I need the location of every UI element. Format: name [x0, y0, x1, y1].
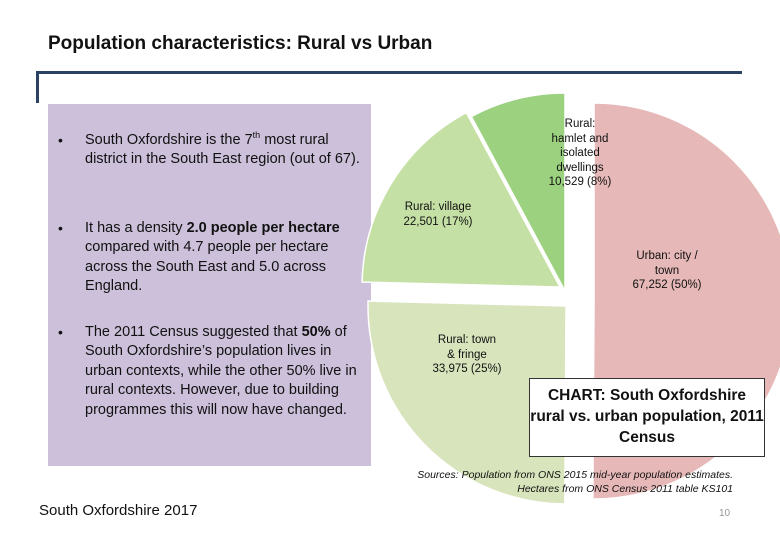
- slice-label-rural-hamlet: Rural: hamlet and isolated dwellings 10,529 …: [535, 117, 625, 190]
- footer-text: South Oxfordshire 2017: [39, 502, 198, 519]
- bullet-panel: [48, 104, 371, 466]
- bullet-bold: 2.0 people per hectare: [186, 220, 340, 236]
- pie-slice-rural-hamlet: [470, 92, 566, 292]
- slice-label-line: & fringe: [447, 348, 487, 361]
- bullet-rural-rank: South Oxfordshire is the 7th most rural …: [85, 131, 367, 170]
- slice-label-line: Urban: city /: [636, 250, 698, 262]
- slice-label-line: isolated: [560, 147, 600, 159]
- chart-callout: CHART: South Oxfordshire rural vs. urban…: [529, 378, 765, 457]
- slice-label-urban: Urban: city / town 67,252 (50%): [612, 249, 722, 293]
- bullet-marker: •: [58, 324, 63, 340]
- bullet-density: It has a density 2.0 people per hectare …: [85, 219, 367, 297]
- bullet-text: compared with 4.7 people per hectare acr…: [85, 239, 329, 295]
- slice-label-line: Rural: town: [437, 334, 497, 346]
- slice-label-line: 22,501 (17%): [403, 215, 473, 228]
- title-rule: [36, 71, 742, 74]
- slice-label-line: 33,975 (25%): [432, 363, 502, 375]
- bullet-marker: •: [58, 132, 63, 148]
- bullet-marker: •: [58, 220, 63, 236]
- pie-slice-rural-town: [367, 300, 567, 505]
- slice-label-line: hamlet and: [551, 132, 609, 145]
- slice-label-line: town: [654, 264, 680, 277]
- sources-line: Sources: Population from ONS 2015 mid-ye…: [417, 469, 733, 481]
- sources-note: Sources: Population from ONS 2015 mid-ye…: [353, 468, 733, 496]
- bullet-bold: 50%: [301, 324, 331, 340]
- slice-label-line: dwellings: [556, 161, 604, 174]
- bullet-superscript: th: [252, 130, 261, 140]
- bullet-text: South Oxfordshire is the 7: [85, 132, 253, 148]
- slice-label-line: 10,529 (8%): [548, 176, 612, 188]
- title-rule-left: [36, 71, 39, 103]
- pie-slice-rural-village: [361, 111, 562, 288]
- bullet-text: It has a density: [85, 220, 187, 236]
- bullet-text: of South Oxfordshire’s population lives …: [85, 324, 357, 418]
- sources-line: Hectares from ONS Census 2011 table KS10…: [517, 483, 733, 495]
- slice-label-rural-village: Rural: village 22,501 (17%): [388, 200, 488, 229]
- bullet-text: most rural district in the South East re…: [85, 132, 360, 168]
- slide-title: Population characteristics: Rural vs Urb…: [48, 33, 433, 54]
- bullet-text: The 2011 Census suggested that: [85, 324, 302, 340]
- slice-label-rural-town: Rural: town & fringe 33,975 (25%): [417, 333, 517, 377]
- slice-label-line: Rural: village: [404, 201, 472, 213]
- page-number: 10: [719, 508, 731, 519]
- slice-label-line: Rural:: [564, 118, 596, 130]
- bullet-census: The 2011 Census suggested that 50% of So…: [85, 323, 367, 420]
- slice-label-line: 67,252 (50%): [632, 279, 702, 291]
